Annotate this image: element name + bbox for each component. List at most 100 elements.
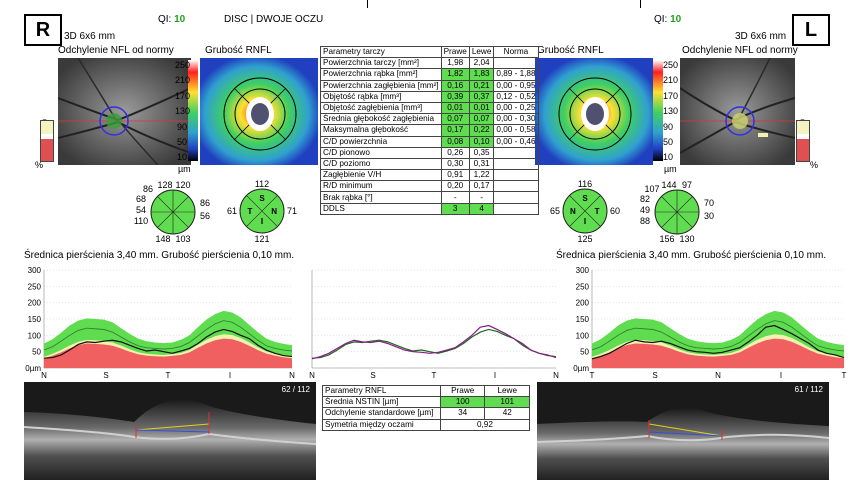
table-row: Objętość rąbka [mm³] 0,39 0,37 0,12 - 0,52 xyxy=(320,90,539,103)
disc-right-value: 0,26 xyxy=(440,146,470,159)
left-scale-ticks: 250 210 170 130 90 50 10 xyxy=(663,60,679,163)
x-tick-label: T xyxy=(590,371,595,380)
sector-value: 86 xyxy=(143,184,153,194)
exam-title: DISC | DWOJE OCZU xyxy=(224,14,324,25)
left-rnfl-thickness-map xyxy=(535,58,653,165)
disc-row-label: Powierzchnia rąbka [mm²] xyxy=(320,68,442,81)
disc-norm-value xyxy=(493,191,539,204)
disc-row-label: Średnia głębokość zagłębienia xyxy=(320,113,442,126)
sector-value: 110 xyxy=(134,216,148,226)
disc-norm-value xyxy=(493,146,539,159)
normal-mean-line xyxy=(591,320,845,352)
sector-label: S xyxy=(582,194,588,203)
disc-norm-value: 0,12 - 0,52 xyxy=(493,90,539,103)
sector-value: 103 xyxy=(175,234,190,244)
table-row: Średnia NSTIN [µm] 100 101 xyxy=(322,396,530,409)
disc-left-value: 1,83 xyxy=(468,68,495,81)
sector-line xyxy=(661,196,693,228)
rnfl-header-left: Lewe xyxy=(484,384,530,398)
disc-right-value: 0,07 xyxy=(440,113,470,126)
x-tick-label: N xyxy=(715,371,721,380)
y-tick-label: 300 xyxy=(576,266,590,275)
sector-value: 30 xyxy=(704,211,714,221)
disc-row-label: C/D pionowo xyxy=(320,146,442,159)
disc-left-value: - xyxy=(468,191,495,204)
sector-value: 65 xyxy=(550,206,560,216)
disc-header-left: Lewe xyxy=(468,45,495,59)
sector-line xyxy=(157,196,189,228)
sector-value: 86 xyxy=(200,198,210,208)
right-tsnit-caption: Średnica pierścienia 3,40 mm. Grubość pi… xyxy=(24,250,295,261)
table-row: Powierzchnia zagłębienia [mm²] 0,16 0,21 0,… xyxy=(320,79,539,92)
disc-header-norm: Norma xyxy=(493,45,539,59)
disc-right-value: 0,16 xyxy=(440,79,470,92)
disc-row-label: C/D powierzchnia xyxy=(320,135,442,148)
disc-norm-value: 0,00 - 0,46 xyxy=(493,135,539,148)
disc-row-label: C/D poziomo xyxy=(320,157,442,171)
rnfl-symmetry-value: 0,92 xyxy=(439,418,531,431)
disc-left-value: 1,22 xyxy=(468,169,495,182)
top-divider-left xyxy=(367,0,368,8)
disc-norm-value: 0,00 - 0,58 xyxy=(493,124,539,137)
right-rnfl-thickness-map xyxy=(200,58,318,165)
sector-line xyxy=(246,195,278,227)
rnfl-left-value: 101 xyxy=(484,396,530,409)
sector-value: 54 xyxy=(136,205,146,215)
x-tick-label: N xyxy=(41,371,47,380)
rnfl-row-label: Średnia NSTIN [µm] xyxy=(322,396,441,409)
right-scan-mode: 3D 6x6 mm xyxy=(64,31,116,42)
right-scale-ticks: 250 210 170 130 90 50 10 xyxy=(175,60,191,163)
disc-parameters-table: Parametry tarczy Prawe Lewe Norma Powier… xyxy=(320,45,539,215)
disc-left-value: 0,10 xyxy=(468,135,495,148)
disc-norm-value xyxy=(493,169,539,182)
right-scan-index: 62 / 112 xyxy=(281,385,310,394)
disc-right-value: - xyxy=(440,191,470,204)
sector-value: 128 xyxy=(157,180,172,190)
disc-right-value: 0,91 xyxy=(440,169,470,182)
rnfl-header-param: Parametry RNFL xyxy=(322,384,441,398)
disc-norm-value: 0,00 - 0,95 xyxy=(493,79,539,92)
disc-row-label: Maksymalna głębokość xyxy=(320,124,442,137)
left-prob-unit: % xyxy=(810,160,819,170)
right-nfl-deviation-label: Odchylenie NFL od normy xyxy=(58,45,174,56)
disc-left-value: 0,01 xyxy=(468,101,495,115)
disc-row-label: Zagłębienie V/H xyxy=(320,169,442,182)
outside-normal-band xyxy=(44,338,292,368)
table-row: C/D poziomo 0,30 0,31 xyxy=(320,157,539,171)
disc-norm-value: 0,00 - 0,25 xyxy=(493,101,539,115)
table-row: Odchylenie standardowe [µm] 34 42 xyxy=(322,407,530,420)
disc-left-value: 0,21 xyxy=(468,79,495,92)
y-tick-label: 0µm xyxy=(25,364,41,373)
disc-norm-value: 0,00 - 0,30 xyxy=(493,113,539,126)
disc-left-value: 0,35 xyxy=(468,146,495,159)
sector-value: 112 xyxy=(255,179,269,189)
y-tick-label: 200 xyxy=(28,299,42,308)
disc-row-label: Powierzchnia zagłębienia [mm²] xyxy=(320,79,442,92)
y-tick-label: 150 xyxy=(576,315,590,324)
left-tsnit-caption: Średnica pierścienia 3,40 mm. Grubość pi… xyxy=(556,250,827,261)
table-row: Średnia głębokość zagłębienia 0,07 0,07 0,0… xyxy=(320,113,539,126)
table-row: Symetria między oczami 0,92 xyxy=(322,418,531,431)
table-row: Powierzchnia tarczy [mm²] 1,98 2,04 xyxy=(320,57,539,70)
sector-value: 148 xyxy=(155,234,170,244)
disc-left-value: 0,17 xyxy=(468,180,495,193)
y-tick-label: 150 xyxy=(28,315,42,324)
table-row: Powierzchnia rąbka [mm²] 1,82 1,83 0,89 - 1… xyxy=(320,68,539,81)
sector-value: 125 xyxy=(577,234,592,244)
disc-row-label: DDLS xyxy=(320,202,442,215)
sector-label: T xyxy=(247,207,252,216)
table-row: Maksymalna głębokość 0,17 0,22 0,00 - 0,58 xyxy=(320,124,539,137)
disc-right-value: 3 xyxy=(440,202,470,215)
disc-header-right: Prawe xyxy=(440,45,470,59)
disc-row-label: R/D minimum xyxy=(320,180,442,193)
sector-value: 130 xyxy=(679,234,694,244)
disc-right-value: 0,39 xyxy=(440,90,470,103)
x-tick-label: N xyxy=(289,371,295,380)
sector-value: 121 xyxy=(254,234,269,244)
table-row: DDLS 3 4 xyxy=(320,202,539,215)
top-divider-right xyxy=(640,0,641,8)
left-oct-bscan: 61 / 112 xyxy=(537,382,829,480)
sector-value: 107 xyxy=(644,184,659,194)
disc-left-value: 0,22 xyxy=(468,124,495,137)
normal-mean-line xyxy=(43,320,293,352)
